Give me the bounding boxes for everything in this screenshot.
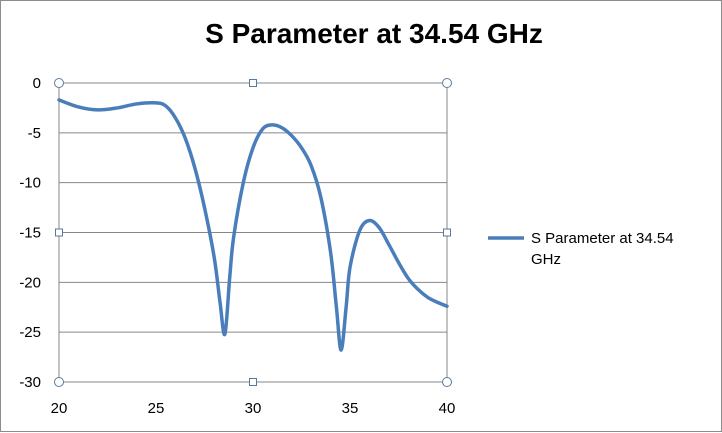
y-axis-tick-labels: 0 -5 -10 -15 -20 -25 -30: [19, 75, 41, 391]
x-tick-label: 40: [439, 400, 456, 417]
y-tick-label: 0: [33, 75, 41, 92]
selection-handles: [54, 78, 452, 387]
y-tick-label: -15: [19, 225, 41, 242]
corner-handle: [54, 377, 64, 387]
corner-handle: [442, 78, 452, 88]
grid-lines: [59, 132, 447, 333]
corner-handle: [442, 377, 452, 387]
legend: S Parameter at 34.54 GHz: [488, 230, 674, 268]
y-tick-label: -25: [19, 324, 41, 341]
series-layer: [57, 98, 449, 352]
y-tick-label: -30: [19, 374, 41, 391]
x-tick-label: 30: [245, 400, 262, 417]
series-line: [57, 98, 449, 352]
edge-handle: [55, 228, 63, 237]
edge-handle: [443, 228, 451, 237]
chart-title: S Parameter at 34.54 GHz: [205, 18, 543, 49]
x-tick-label: 20: [51, 400, 68, 417]
y-tick-label: -10: [19, 175, 41, 192]
x-axis-tick-labels: 20 25 30 35 40: [51, 400, 456, 417]
corner-handle: [54, 78, 64, 88]
edge-handle: [249, 79, 257, 87]
y-tick-label: -5: [28, 125, 41, 142]
legend-label: S Parameter at 34.54 GHz: [531, 230, 674, 268]
edge-handle: [249, 378, 257, 386]
y-tick-label: -20: [19, 274, 41, 291]
x-tick-label: 25: [148, 400, 165, 417]
x-tick-label: 35: [342, 400, 359, 417]
